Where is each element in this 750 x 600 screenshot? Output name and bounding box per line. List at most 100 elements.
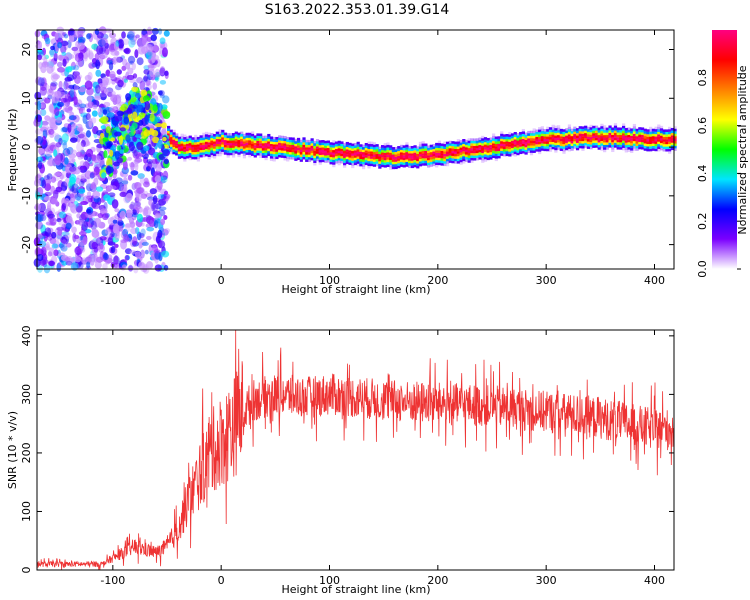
spectrogram-cell — [559, 128, 563, 132]
spectrogram-cell — [521, 150, 525, 154]
spectrogram-cell — [267, 143, 271, 147]
x-tick-label: 0 — [218, 574, 225, 587]
spectrogram-cell — [245, 144, 249, 148]
spectrogram-cell — [329, 152, 333, 155]
spectrogram-cell — [152, 104, 158, 112]
spectrogram-cell — [657, 134, 661, 137]
spectrogram-cell — [56, 61, 63, 68]
spectrogram-cell — [108, 61, 114, 71]
spectrogram-cell — [402, 145, 406, 148]
spectrogram-cell — [58, 80, 63, 90]
spectrogram-cell — [437, 143, 442, 146]
spectrogram-cell — [131, 111, 138, 121]
spectrogram-cell — [218, 139, 222, 142]
spectrogram-cell — [196, 146, 200, 150]
spectrogram-cell — [297, 154, 301, 158]
spectrogram-cell — [524, 147, 528, 150]
spectrogram-cell — [454, 161, 458, 164]
spectrogram-cell — [445, 148, 450, 152]
spectrogram-cell — [180, 143, 184, 147]
spectrogram-cell — [649, 141, 653, 145]
spectrogram-cell — [424, 145, 428, 149]
spectrogram-cell — [643, 128, 647, 132]
spectrogram-cell — [370, 141, 374, 145]
spectrogram-cell — [240, 148, 244, 152]
spectrogram-cell — [643, 148, 647, 151]
spectrogram-cell — [136, 213, 143, 223]
spectrogram-cell — [611, 134, 615, 138]
y-tick-label: 200 — [20, 442, 33, 463]
spectrogram-cell — [248, 152, 252, 155]
spectrogram-cell — [399, 154, 404, 158]
spectrogram-cell — [578, 126, 582, 129]
spectrogram-cell — [332, 157, 336, 160]
spectrogram-cell — [44, 227, 52, 237]
spectrogram-cell — [543, 146, 547, 149]
spectrogram-cell — [58, 243, 65, 248]
spectrogram-cell — [99, 208, 108, 215]
spectrogram-cell — [443, 143, 447, 147]
spectrogram-cell — [95, 84, 101, 94]
spectrogram-cell — [294, 155, 298, 159]
spectrogram-cell — [204, 134, 209, 137]
spectrogram-cell — [267, 151, 271, 154]
spectrogram-cell — [259, 145, 263, 149]
spectrogram-cell — [421, 158, 425, 161]
spectrogram-cell — [78, 188, 86, 194]
spectrogram-cell — [443, 153, 447, 157]
spectrogram-cell — [575, 140, 580, 143]
spectrogram-cell — [169, 149, 173, 152]
spectrogram-cell — [494, 146, 498, 149]
spectrogram-cell — [659, 147, 664, 151]
spectrogram-cell — [75, 151, 83, 158]
spectrogram-cell — [451, 160, 455, 164]
spectrogram-cell — [253, 147, 257, 151]
spectrogram-cell — [589, 144, 593, 147]
x-tick-label: 200 — [427, 274, 448, 287]
spectrogram-cell — [364, 155, 368, 158]
spectrogram-cell — [207, 139, 211, 143]
spectrogram-cell — [313, 150, 317, 154]
spectrogram-cell — [473, 138, 477, 142]
spectrogram-cell — [106, 112, 115, 118]
spectrogram-cell — [163, 158, 170, 165]
spectrogram-cell — [58, 211, 66, 219]
spectrogram-cell — [275, 149, 279, 152]
spectrogram-cell — [36, 40, 43, 51]
spectrogram-cell — [467, 155, 471, 158]
spectrogram-cell — [627, 137, 631, 140]
spectrogram-cell — [527, 147, 531, 151]
spectrogram-cell — [61, 133, 69, 143]
spectrogram-cell — [202, 142, 206, 146]
spectrogram-cell — [144, 205, 150, 211]
spectrogram-cell — [143, 129, 151, 137]
spectrogram-cell — [462, 151, 466, 154]
spectrogram-cell — [41, 77, 47, 85]
spectrogram-cell — [305, 144, 309, 148]
spectrogram-cell — [519, 131, 523, 135]
spectrogram-cell — [605, 134, 609, 138]
spectrogram-cell — [448, 160, 452, 163]
spectrogram-cell — [43, 196, 52, 201]
spectrogram-cell — [432, 158, 436, 162]
spectrogram-cell — [94, 95, 102, 101]
spectrogram-cell — [418, 149, 423, 152]
spectrogram-cell — [548, 134, 553, 138]
spectrogram-cell — [114, 150, 120, 160]
spectrogram-cell — [202, 137, 206, 141]
spectrogram-cell — [275, 146, 279, 150]
spectrogram-cell — [557, 139, 561, 143]
spectrogram-cell — [132, 136, 138, 142]
spectrogram-cell — [657, 136, 661, 140]
spectrogram-cell — [657, 148, 661, 152]
spectrogram-cell — [321, 149, 325, 153]
spectrogram-cell — [375, 163, 379, 167]
spectrogram-cell — [348, 152, 352, 156]
spectrogram-cell — [119, 127, 126, 132]
spectrogram-cell — [204, 139, 209, 142]
spectrogram-cell — [565, 128, 569, 131]
spectrogram-cell — [35, 221, 44, 230]
spectrogram-cell — [394, 166, 398, 170]
spectrogram-cell — [80, 211, 88, 220]
y-tick-label: 400 — [20, 325, 33, 346]
